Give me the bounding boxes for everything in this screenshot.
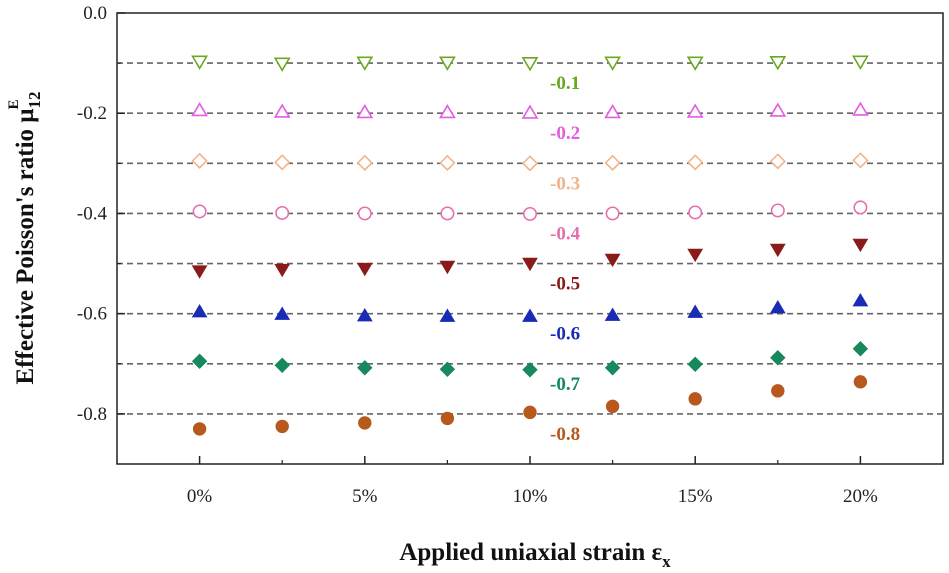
y-axis-ticks: 0.0 -0.2 -0.4 -0.6 -0.8	[77, 3, 125, 425]
data-point	[356, 56, 374, 71]
data-point	[769, 56, 787, 71]
data-markers	[191, 55, 869, 436]
data-point	[604, 360, 621, 376]
data-point	[604, 103, 621, 119]
data-point	[274, 154, 291, 171]
data-point	[439, 103, 456, 119]
data-point	[687, 154, 704, 171]
data-point	[522, 257, 538, 272]
reference-label-3: -0.3	[550, 173, 580, 194]
data-point	[191, 353, 208, 369]
y-tick-label: -0.8	[77, 404, 107, 425]
data-point	[687, 356, 703, 372]
data-point	[852, 101, 869, 116]
x-tick-label: 0%	[187, 486, 213, 507]
data-point	[769, 243, 786, 258]
data-point	[191, 152, 208, 169]
data-point	[358, 416, 372, 430]
data-point	[604, 307, 621, 321]
data-point	[275, 205, 290, 220]
data-point	[769, 102, 787, 117]
data-point	[522, 206, 537, 221]
data-point	[853, 200, 868, 215]
data-point	[439, 154, 456, 171]
data-point	[687, 248, 704, 263]
data-point	[686, 103, 704, 118]
y-tick-label: -0.4	[77, 203, 108, 224]
data-point	[852, 341, 869, 357]
data-point	[521, 155, 539, 172]
data-point	[605, 206, 620, 221]
x-tick-label: 20%	[843, 486, 878, 507]
y-axis-title: Effective Poisson's ratio μ12E	[6, 92, 44, 385]
data-point	[604, 253, 621, 268]
data-point	[191, 265, 208, 279]
data-point	[604, 154, 621, 171]
data-point	[852, 55, 869, 70]
x-tick-label: 15%	[678, 486, 713, 507]
data-point	[440, 411, 455, 426]
data-point	[274, 306, 291, 320]
data-point	[356, 103, 374, 119]
reference-label-7: -0.7	[550, 374, 581, 395]
svg-text:Effective Poisson's ratio μ12E: Effective Poisson's ratio μ12E	[6, 92, 44, 385]
x-tick-label: 10%	[513, 486, 548, 507]
data-point	[439, 56, 456, 71]
data-point	[687, 304, 704, 318]
data-point	[192, 422, 207, 436]
data-point	[852, 152, 869, 169]
x-axis-ticks: 0% 5% 10% 15% 20%	[116, 456, 944, 507]
data-point	[439, 260, 456, 275]
data-point	[604, 56, 621, 71]
data-point	[357, 206, 372, 221]
data-point	[191, 101, 208, 117]
data-point	[275, 419, 289, 434]
data-point	[521, 104, 539, 119]
data-point	[192, 204, 207, 219]
data-point	[191, 304, 208, 318]
data-point	[357, 360, 373, 376]
x-tick-label: 5%	[352, 486, 378, 507]
reference-label-4: -0.4	[550, 223, 581, 244]
x-axis-title: Applied uniaxial strain εx	[399, 539, 671, 571]
data-point	[853, 375, 868, 389]
data-point	[688, 205, 703, 220]
y-tick-label: -0.2	[77, 103, 107, 124]
data-point	[273, 57, 291, 72]
reference-labels: -0.1 -0.2 -0.3 -0.4 -0.5 -0.6 -0.7 -0.8	[550, 73, 581, 445]
data-point	[769, 300, 786, 314]
reference-label-5: -0.5	[550, 274, 580, 295]
y-tick-label: -0.6	[77, 304, 107, 325]
data-point	[688, 392, 702, 406]
data-point	[522, 362, 538, 378]
data-point	[440, 206, 455, 221]
data-point	[852, 238, 869, 253]
data-point	[521, 57, 539, 72]
data-point	[274, 357, 290, 373]
plot-frame	[116, 12, 944, 465]
data-point	[356, 308, 373, 322]
data-point	[274, 263, 291, 278]
reference-label-1: -0.1	[550, 73, 580, 94]
data-point	[439, 308, 456, 322]
data-point	[770, 203, 785, 218]
data-point	[356, 262, 373, 277]
data-point	[523, 405, 537, 420]
data-point	[770, 350, 786, 366]
reference-label-6: -0.6	[550, 324, 580, 345]
data-point	[439, 361, 456, 377]
data-point	[852, 293, 869, 307]
data-point	[769, 153, 786, 170]
data-point	[522, 308, 538, 322]
data-point	[273, 103, 291, 118]
data-point	[605, 399, 620, 414]
data-point	[686, 56, 704, 71]
y-tick-label: 0.0	[83, 3, 107, 24]
data-point	[771, 384, 785, 398]
data-point	[356, 154, 373, 171]
data-point	[191, 55, 208, 70]
reference-label-8: -0.8	[550, 424, 580, 445]
reference-label-2: -0.2	[550, 123, 580, 144]
